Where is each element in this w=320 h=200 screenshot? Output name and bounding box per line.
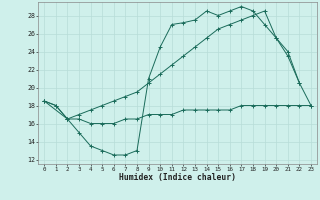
X-axis label: Humidex (Indice chaleur): Humidex (Indice chaleur) xyxy=(119,173,236,182)
